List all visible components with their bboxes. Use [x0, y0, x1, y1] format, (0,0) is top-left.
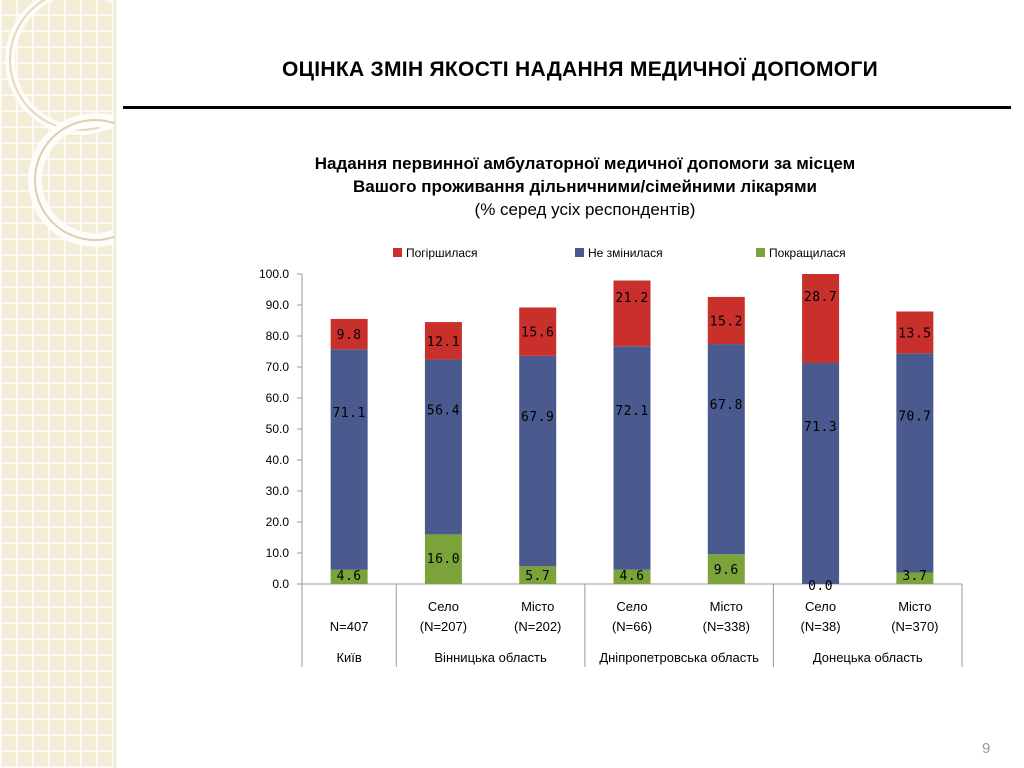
- y-tick-label: 80.0: [266, 329, 290, 343]
- data-label: 71.3: [804, 420, 837, 435]
- page-number: 9: [982, 740, 991, 757]
- chart-subtitle: (% серед усіх респондентів): [474, 200, 696, 219]
- y-tick-label: 50.0: [266, 422, 290, 436]
- category-n-label: (N=202): [514, 619, 561, 634]
- bar-segment: [330, 318, 368, 350]
- bar-segment: [613, 346, 651, 570]
- data-label: 0.0: [808, 579, 833, 594]
- data-label: 71.1: [332, 406, 365, 421]
- sidebar-edge: [114, 0, 117, 768]
- bar-segment: [707, 554, 745, 584]
- legend-label: Погіршилася: [406, 246, 478, 260]
- bar-segment: [707, 344, 745, 555]
- data-label: 4.6: [620, 569, 645, 584]
- legend-swatch: [393, 248, 402, 257]
- data-label: 13.5: [898, 326, 931, 341]
- chart-title-line-2: Вашого проживання дільничними/сімейними …: [353, 177, 817, 196]
- bar-segment: [424, 359, 462, 535]
- data-label: 21.2: [615, 291, 648, 306]
- data-label: 70.7: [898, 410, 931, 425]
- legend-swatch: [575, 248, 584, 257]
- y-tick-label: 40.0: [266, 453, 290, 467]
- bar-segment: [613, 280, 651, 347]
- y-tick-label: 100.0: [259, 267, 289, 281]
- title-divider: [123, 106, 1011, 109]
- bar-segment: [896, 572, 934, 584]
- category-place-label: Село: [428, 599, 459, 614]
- category-place-label: Село: [805, 599, 836, 614]
- category-place-label: Місто: [898, 599, 931, 614]
- bar-segment: [519, 307, 557, 356]
- data-label: 28.7: [804, 290, 837, 305]
- y-tick-label: 70.0: [266, 360, 290, 374]
- bar-segment: [613, 569, 651, 584]
- data-label: 72.1: [615, 404, 648, 419]
- data-label: 15.6: [521, 326, 554, 341]
- bar-segment: [330, 349, 368, 570]
- bar-segment: [896, 311, 934, 354]
- category-n-label: (N=66): [612, 619, 652, 634]
- region-label: Донецька область: [813, 650, 923, 665]
- y-tick-label: 90.0: [266, 298, 290, 312]
- data-label: 56.4: [427, 404, 460, 419]
- bar-segment: [330, 569, 368, 584]
- data-label: 15.2: [710, 315, 743, 330]
- category-n-label: (N=38): [801, 619, 841, 634]
- y-tick-label: 10.0: [266, 546, 290, 560]
- bar-segment: [802, 362, 840, 584]
- bar-segment: [424, 534, 462, 584]
- region-label: Дніпропетровська область: [599, 650, 759, 665]
- legend-label: Покращилася: [769, 246, 846, 260]
- bar-segment: [424, 322, 462, 360]
- bar-segment: [896, 353, 934, 573]
- bar-segment: [802, 274, 840, 363]
- data-label: 9.8: [337, 328, 362, 343]
- category-place-label: Місто: [521, 599, 554, 614]
- region-label: Київ: [336, 650, 361, 665]
- category-place-label: Місто: [710, 599, 743, 614]
- chart-title: Надання первинної амбулаторної медичної …: [200, 152, 970, 221]
- data-label: 12.1: [427, 335, 460, 350]
- bar-segment: [707, 296, 745, 345]
- region-label: Вінницька область: [434, 650, 547, 665]
- category-n-label: N=407: [330, 619, 369, 634]
- category-n-label: (N=370): [891, 619, 938, 634]
- category-n-label: (N=338): [703, 619, 750, 634]
- y-tick-label: 30.0: [266, 484, 290, 498]
- page-title: ОЦІНКА ЗМІН ЯКОСТІ НАДАННЯ МЕДИЧНОЇ ДОПО…: [281, 58, 879, 81]
- y-tick-label: 0.0: [272, 577, 289, 591]
- sidebar-rings: [5, 0, 114, 247]
- data-label: 4.6: [337, 569, 362, 584]
- bar-segment: [519, 355, 557, 567]
- decorative-sidebar: [0, 0, 114, 768]
- bar-segment: [519, 566, 557, 584]
- data-label: 67.9: [521, 410, 554, 425]
- category-place-label: Село: [616, 599, 647, 614]
- data-label: 3.7: [902, 569, 927, 584]
- legend-label: Не змінилася: [588, 246, 663, 260]
- y-tick-label: 60.0: [266, 391, 290, 405]
- data-label: 67.8: [710, 398, 743, 413]
- data-label: 9.6: [714, 563, 739, 578]
- category-n-label: (N=207): [420, 619, 467, 634]
- chart-title-line-1: Надання первинної амбулаторної медичної …: [314, 154, 856, 173]
- y-tick-label: 20.0: [266, 515, 290, 529]
- data-label: 5.7: [525, 569, 550, 584]
- data-label: 16.0: [427, 552, 460, 567]
- legend-swatch: [756, 248, 765, 257]
